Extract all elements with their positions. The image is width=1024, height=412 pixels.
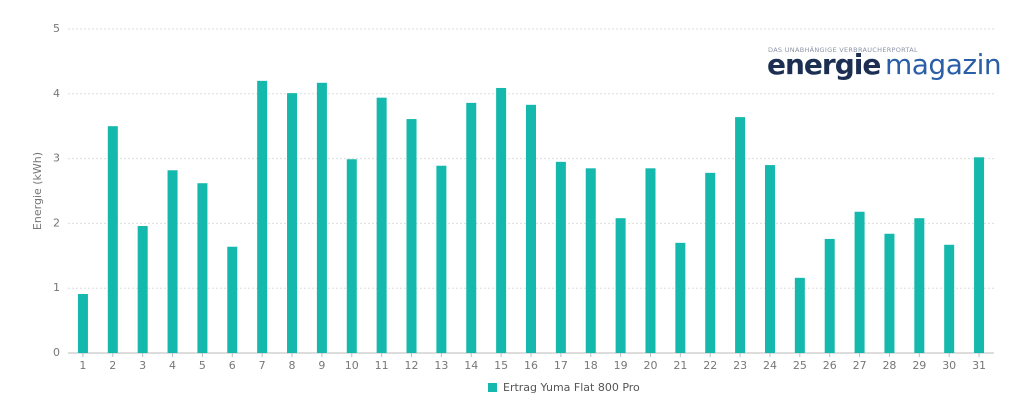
y-tick-label: 5 — [53, 22, 60, 35]
x-tick-label: 15 — [494, 359, 508, 372]
y-axis-label: Energie (kWh) — [31, 152, 44, 230]
x-tick-label: 1 — [79, 359, 86, 372]
bar — [705, 172, 716, 353]
bar — [496, 87, 507, 353]
bar — [944, 244, 955, 353]
x-tick-label: 17 — [554, 359, 568, 372]
bar — [914, 218, 925, 353]
bar — [137, 225, 148, 353]
x-tick-label: 21 — [673, 359, 687, 372]
x-tick-label: 12 — [405, 359, 419, 372]
bar — [884, 233, 895, 353]
x-tick-label: 22 — [703, 359, 717, 372]
bar — [257, 80, 268, 353]
legend-label: Ertrag Yuma Flat 800 Pro — [503, 381, 640, 394]
x-tick-label: 9 — [318, 359, 325, 372]
x-tick-label: 19 — [614, 359, 628, 372]
x-tick-label: 27 — [853, 359, 867, 372]
logo-word: magazin — [885, 48, 1001, 81]
bar — [107, 126, 118, 353]
bar — [466, 102, 477, 353]
bar — [287, 93, 298, 353]
x-tick-label: 10 — [345, 359, 359, 372]
x-tick-label: 3 — [139, 359, 146, 372]
y-tick-label: 4 — [53, 87, 60, 100]
bar — [824, 238, 835, 353]
x-tick-label: 11 — [375, 359, 389, 372]
bar — [376, 97, 387, 353]
x-tick-label: 14 — [464, 359, 478, 372]
bar — [436, 165, 447, 353]
bar — [406, 119, 417, 354]
y-tick-label: 0 — [53, 346, 60, 359]
bar — [555, 161, 566, 353]
x-tick-label: 7 — [259, 359, 266, 372]
y-tick-label: 1 — [53, 281, 60, 294]
x-tick-label: 5 — [199, 359, 206, 372]
x-tick-label: 16 — [524, 359, 538, 372]
bar — [675, 242, 686, 353]
x-tick-label: 30 — [942, 359, 956, 372]
bar — [346, 159, 357, 353]
bar — [764, 165, 775, 353]
logo-word: energie — [767, 48, 880, 81]
logo-tagline: DAS UNABHÄNGIGE VERBRAUCHERPORTAL — [768, 45, 918, 54]
bar — [615, 218, 626, 353]
bar — [227, 246, 238, 353]
x-tick-label: 6 — [229, 359, 236, 372]
y-tick-label: 2 — [53, 216, 60, 229]
bar — [526, 104, 536, 353]
bar — [645, 168, 656, 353]
bar — [974, 157, 985, 353]
bar — [197, 183, 208, 353]
bar — [854, 211, 865, 353]
bar — [585, 168, 596, 353]
x-tick-label: 8 — [289, 359, 296, 372]
x-tick-label: 28 — [882, 359, 896, 372]
y-tick-label: 3 — [53, 152, 60, 165]
x-tick-label: 29 — [912, 359, 926, 372]
bar — [735, 117, 746, 354]
x-tick-label: 18 — [584, 359, 598, 372]
x-tick-label: 23 — [733, 359, 747, 372]
legend-swatch — [488, 383, 497, 392]
x-tick-label: 25 — [793, 359, 807, 372]
x-tick-label: 4 — [169, 359, 176, 372]
x-tick-label: 20 — [643, 359, 657, 372]
x-tick-label: 2 — [109, 359, 116, 372]
x-tick-label: 13 — [434, 359, 448, 372]
bar — [794, 277, 805, 353]
x-tick-label: 31 — [972, 359, 986, 372]
bar — [316, 82, 327, 353]
x-tick-label: 24 — [763, 359, 777, 372]
x-tick-label: 26 — [823, 359, 837, 372]
bar — [77, 294, 88, 353]
bar — [167, 170, 178, 353]
